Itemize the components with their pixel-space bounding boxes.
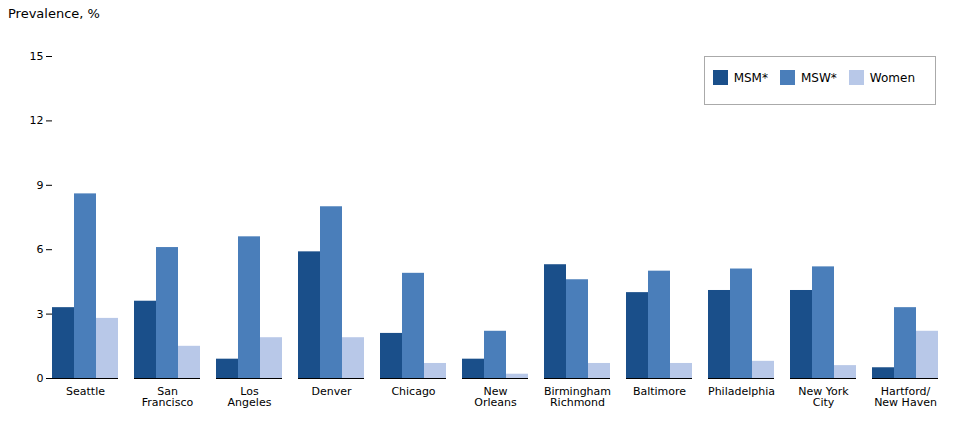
- svg-text:BirminghamRichmond: BirminghamRichmond: [544, 385, 611, 409]
- svg-text:6: 6: [37, 243, 44, 256]
- svg-text:12: 12: [30, 114, 44, 127]
- svg-text:Seattle: Seattle: [66, 385, 105, 398]
- svg-text:Philadelphia: Philadelphia: [708, 385, 775, 398]
- svg-text:SanFrancisco: SanFrancisco: [142, 385, 194, 409]
- svg-text:Denver: Denver: [311, 385, 351, 398]
- html-text:Women: Women: [869, 70, 915, 85]
- svg-text:New YorkCity: New YorkCity: [798, 385, 849, 409]
- svg-text:Baltimore: Baltimore: [633, 385, 686, 398]
- svg-text:Chicago: Chicago: [391, 385, 435, 398]
- svg-text:NewOrleans: NewOrleans: [474, 385, 517, 409]
- html-text:MSM*: MSM*: [733, 70, 768, 85]
- svg-text:0: 0: [37, 372, 44, 385]
- svg-text:15: 15: [30, 50, 44, 63]
- svg-text:Hartford/New Haven: Hartford/New Haven: [874, 385, 937, 409]
- svg-text:9: 9: [37, 179, 44, 192]
- svg-text:LosAngeles: LosAngeles: [228, 385, 272, 409]
- html-text:MSW*: MSW*: [801, 70, 837, 85]
- html-text:Prevalence, %: Prevalence, %: [8, 6, 100, 21]
- svg-text:3: 3: [37, 308, 44, 321]
